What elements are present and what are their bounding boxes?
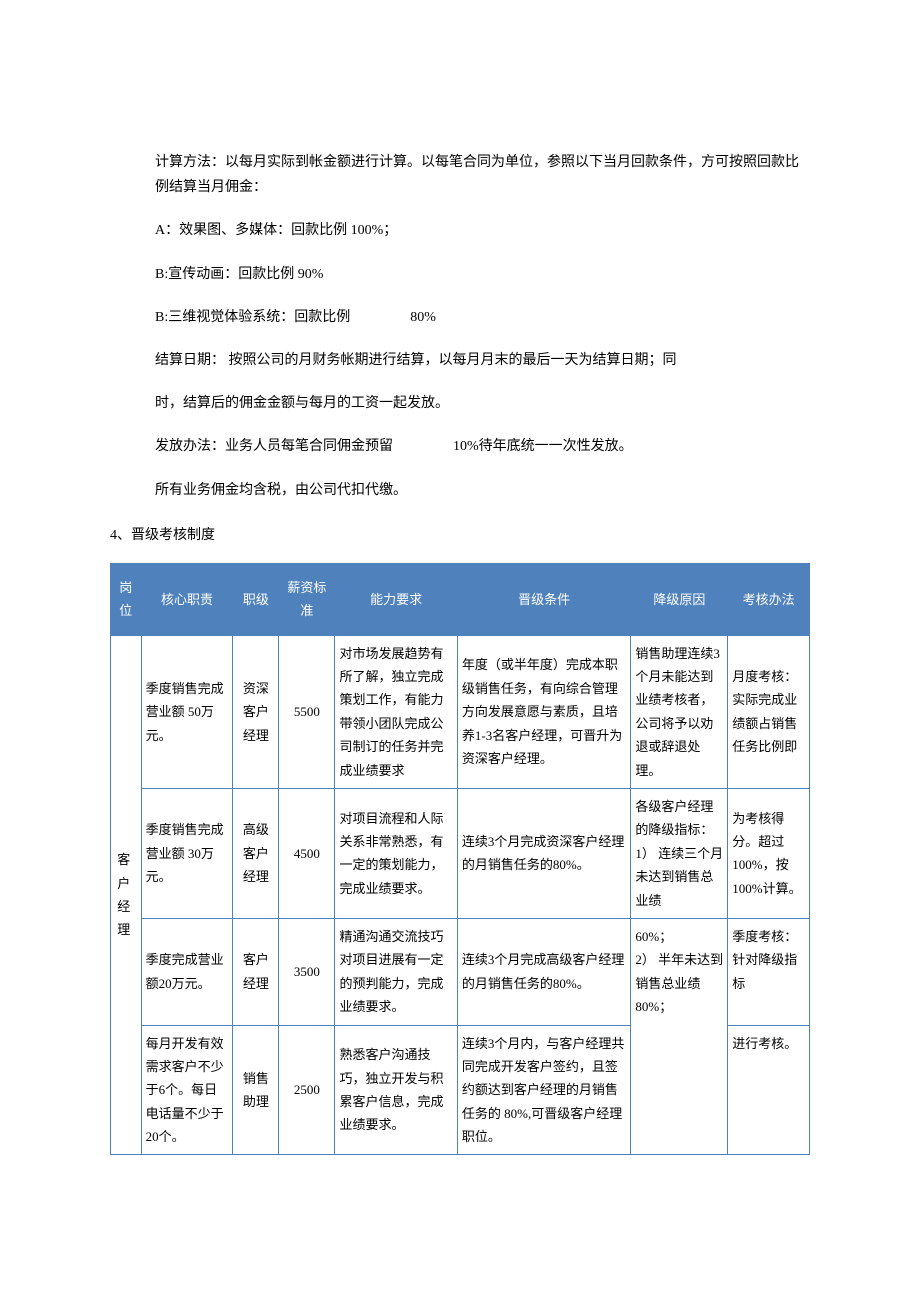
b2-prefix: B:三维视觉体验系统：回款比例	[155, 310, 350, 325]
settlement-date-text-2: 时，结算后的佣金金额与每月的工资一起发放。	[155, 391, 810, 416]
ability-cell: 对市场发展趋势有所了解，独立完成策划工作，有能力带领小团队完成公司制订的任务并完…	[335, 635, 457, 788]
salary-cell: 4500	[279, 789, 335, 919]
level-cell: 客户经理	[233, 918, 279, 1025]
ability-cell: 对项目流程和人际关系非常熟悉，有一定的策划能力，完成业绩要求。	[335, 789, 457, 919]
level-cell: 销售助理	[233, 1025, 279, 1155]
header-level: 职级	[233, 563, 279, 635]
condition-b2-text: B:三维视觉体验系统：回款比例 80%	[155, 305, 810, 330]
header-position: 岗 位	[111, 563, 142, 635]
header-demotion: 降级原因	[631, 563, 728, 635]
calc-method-text: 计算方法：以每月实际到帐金额进行计算。以每笔合同为单位，参照以下当月回款条件，方…	[155, 150, 810, 200]
demotion-cell-3: 60%； 2） 半年未达到销售总业绩 80%；	[631, 918, 728, 1155]
ability-cell: 精通沟通交流技巧对项目进展有一定的预判能力，完成业绩要求。	[335, 918, 457, 1025]
responsibility-cell: 季度完成营业额20万元。	[141, 918, 233, 1025]
assessment-cell-3: 季度考核：针对降级指标	[728, 918, 810, 1025]
assessment-cell-4: 进行考核。	[728, 1025, 810, 1155]
demotion-cell-1: 销售助理连续3个月未能达到业绩考核者，公司将予以劝退或辞退处理。	[631, 635, 728, 788]
table-row: 客 户经 理 季度销售完成营业额 50万元。 资深客户经理 5500 对市场发展…	[111, 635, 810, 788]
table-row: 季度销售完成营业额 30万元。 高级客户经理 4500 对项目流程和人际关系非常…	[111, 789, 810, 919]
promotion-cell: 连续3个月完成高级客户经理的月销售任务的80%。	[457, 918, 630, 1025]
condition-b1-text: B:宣传动画：回款比例 90%	[155, 262, 810, 287]
assessment-cell-2: 为考核得分。超过100%，按100%计算。	[728, 789, 810, 919]
header-assessment: 考核办法	[728, 563, 810, 635]
ability-cell: 熟悉客户沟通技巧，独立开发与积累客户信息，完成业绩要求。	[335, 1025, 457, 1155]
header-ability: 能力要求	[335, 563, 457, 635]
condition-a-text: A：效果图、多媒体：回款比例 100%；	[155, 218, 810, 243]
demotion-cell-2: 各级客户经理的降级指标： 1） 连续三个月未达到销售总业绩	[631, 789, 728, 919]
header-salary: 薪资标准	[279, 563, 335, 635]
level-cell: 资深客户经理	[233, 635, 279, 788]
responsibility-cell: 每月开发有效需求客户不少于6个。每日电话量不少于20个。	[141, 1025, 233, 1155]
salary-cell: 3500	[279, 918, 335, 1025]
table-row: 季度完成营业额20万元。 客户经理 3500 精通沟通交流技巧对项目进展有一定的…	[111, 918, 810, 1025]
level-cell: 高级客户经理	[233, 789, 279, 919]
promotion-cell: 连续3个月内，与客户经理共同完成开发客户签约，且签约额达到客户经理的月销售任务的…	[457, 1025, 630, 1155]
intro-section: 计算方法：以每月实际到帐金额进行计算。以每笔合同为单位，参照以下当月回款条件，方…	[110, 150, 810, 503]
release-prefix: 发放办法：业务人员每笔合同佣金预留	[155, 439, 393, 454]
responsibility-cell: 季度销售完成营业额 30万元。	[141, 789, 233, 919]
b2-suffix: 80%	[410, 310, 436, 325]
header-responsibility: 核心职责	[141, 563, 233, 635]
tax-text: 所有业务佣金均含税，由公司代扣代缴。	[155, 478, 810, 503]
settlement-date-text: 结算日期： 按照公司的月财务帐期进行结算，以每月月末的最后一天为结算日期；同	[155, 348, 810, 373]
release-method-text: 发放办法：业务人员每笔合同佣金预留 10%待年底统一一次性发放。	[155, 434, 810, 459]
position-cell: 客 户经 理	[111, 635, 142, 1155]
salary-cell: 2500	[279, 1025, 335, 1155]
assessment-cell-1: 月度考核：实际完成业绩额占销售任务比例即	[728, 635, 810, 788]
salary-cell: 5500	[279, 635, 335, 788]
promotion-cell: 年度（或半年度）完成本职级销售任务，有向综合管理方向发展意愿与素质，且培养1-3…	[457, 635, 630, 788]
section-title: 4、晋级考核制度	[110, 523, 810, 548]
assessment-table: 岗 位 核心职责 职级 薪资标准 能力要求 晋级条件 降级原因 考核办法 客 户…	[110, 563, 810, 1156]
table-header-row: 岗 位 核心职责 职级 薪资标准 能力要求 晋级条件 降级原因 考核办法	[111, 563, 810, 635]
promotion-cell: 连续3个月完成资深客户经理的月销售任务的80%。	[457, 789, 630, 919]
header-promotion: 晋级条件	[457, 563, 630, 635]
responsibility-cell: 季度销售完成营业额 50万元。	[141, 635, 233, 788]
release-suffix: 10%待年底统一一次性发放。	[453, 439, 633, 454]
